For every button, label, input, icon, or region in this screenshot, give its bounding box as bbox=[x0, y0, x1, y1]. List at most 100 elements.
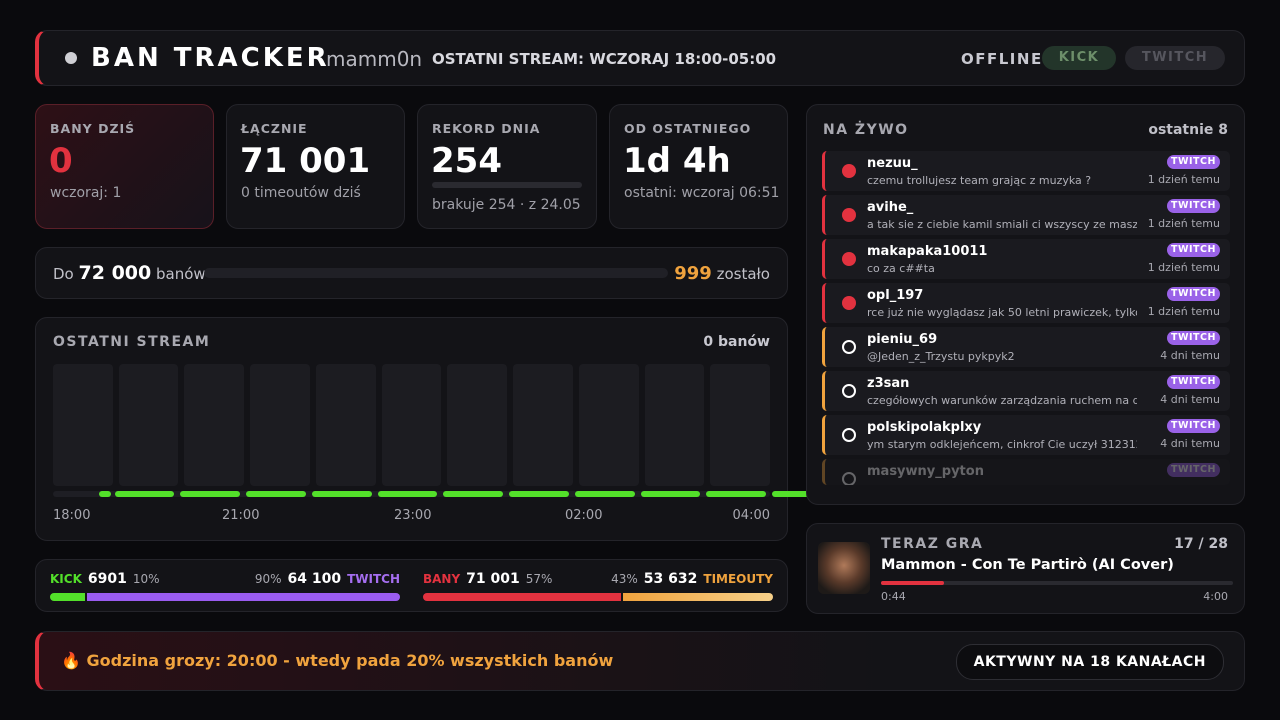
source-badge: TWITCH bbox=[1167, 331, 1220, 345]
goal-text: Do 72 000 banów bbox=[53, 262, 206, 284]
last-stream: OSTATNI STREAM: WCZORAJ 18:00-05:00 bbox=[432, 50, 777, 68]
stream-segment bbox=[180, 491, 241, 497]
remaining-value: 999 bbox=[674, 263, 712, 284]
record-progress bbox=[432, 182, 582, 188]
source-badge: TWITCH bbox=[1167, 199, 1220, 213]
stat-label: REKORD DNIA bbox=[432, 121, 541, 136]
time: 1 dzień temu bbox=[1147, 217, 1220, 230]
timeout-icon bbox=[842, 340, 856, 354]
stat-card: BANY DZIŚ 0 wczoraj: 1 bbox=[35, 104, 214, 229]
message: a tak sie z ciebie kamil smiali ci wszys… bbox=[867, 218, 1137, 231]
time: 4 dni temu bbox=[1160, 349, 1220, 362]
timeout-icon bbox=[842, 428, 856, 442]
kick-share: 10% bbox=[132, 572, 160, 586]
channels-badge[interactable]: AKTYWNY NA 18 KANAŁACH bbox=[955, 644, 1224, 680]
twitch-share: 90% bbox=[254, 572, 282, 586]
footer: 🔥 Godzina grozy: 20:00 - wtedy pada 20% … bbox=[35, 631, 1245, 691]
feed-item[interactable]: polskipolakplxy ym starym odklejeńcem, ci… bbox=[822, 415, 1230, 455]
source-badge: TWITCH bbox=[1167, 375, 1220, 389]
stream-column bbox=[447, 364, 508, 486]
time-label: 18:00 bbox=[53, 508, 91, 523]
time-label: 23:00 bbox=[394, 508, 432, 523]
header: BAN TRACKER mamm0n OSTATNI STREAM: WCZOR… bbox=[35, 30, 1245, 86]
timeout-icon bbox=[842, 472, 856, 485]
timeout-name: TIMEOUTY bbox=[703, 572, 773, 586]
message: ym starym odklejeńcem, cinkrof Cie uczył… bbox=[867, 438, 1137, 451]
stat-note: 0 timeoutów dziś bbox=[241, 185, 361, 201]
feed-item[interactable]: avihe_a tak sie z ciebie kamil smiali ci… bbox=[822, 195, 1230, 235]
feed-item[interactable]: makapaka10011 co za c##ta TWITCH 1 dzień te… bbox=[822, 239, 1230, 279]
stream-segment bbox=[640, 491, 701, 497]
ban-name: BANY bbox=[423, 572, 461, 586]
stat-note: brakuje 254 · z 24.05 bbox=[432, 197, 581, 213]
time-label: 02:00 bbox=[565, 508, 603, 523]
feed-count: ostatnie 8 bbox=[1148, 122, 1228, 138]
stat-value: 1d 4h bbox=[623, 141, 731, 181]
stream-column bbox=[184, 364, 245, 486]
stream-column bbox=[710, 364, 770, 486]
stat-note: ostatni: wczoraj 06:51 bbox=[624, 185, 780, 201]
user: makapaka10011 bbox=[867, 244, 988, 259]
stream-column bbox=[578, 364, 639, 486]
stream-segment bbox=[246, 491, 306, 497]
ban-icon bbox=[842, 252, 856, 266]
stream-segment bbox=[772, 491, 822, 497]
message: co za c##ta bbox=[867, 262, 935, 275]
stream-segment bbox=[311, 491, 372, 497]
kick-button[interactable]: KICK bbox=[1042, 46, 1116, 70]
elapsed: 0:44 bbox=[881, 590, 906, 603]
timeout-share: 43% bbox=[611, 572, 638, 586]
stream-column bbox=[118, 364, 179, 486]
twitch-button[interactable]: TWITCH bbox=[1125, 46, 1225, 70]
feed-item[interactable]: opl_197 rce już nie wyglądasz jak 50 letn… bbox=[822, 283, 1230, 323]
stat-label: ŁĄCZNIE bbox=[241, 121, 308, 136]
stream-segment bbox=[114, 491, 175, 497]
time: 4 dni temu bbox=[1160, 393, 1220, 406]
feed-item[interactable]: pieniu_69 @Jeden_z_Trzystu pykpyk2 TWITCH 4… bbox=[822, 327, 1230, 367]
feed-item[interactable]: nezuu_ czemu trollujesz team grając z muz… bbox=[822, 151, 1230, 191]
ban-icon bbox=[842, 164, 856, 178]
source-badge: TWITCH bbox=[1167, 243, 1220, 257]
type-split-bar bbox=[423, 593, 773, 601]
source-badge: TWITCH bbox=[1167, 155, 1220, 169]
twitch-count: 64 100 bbox=[287, 571, 342, 587]
remaining-label: zostało bbox=[716, 265, 770, 283]
time: 1 dzień temu bbox=[1147, 173, 1220, 186]
stat-label: OD OSTATNIEGO bbox=[624, 121, 752, 136]
stream-column bbox=[53, 364, 113, 486]
stream-segment bbox=[509, 491, 569, 497]
user: pieniu_69 bbox=[867, 332, 938, 347]
time: 1 dzień temu bbox=[1147, 261, 1220, 274]
feed-title: NA ŻYWO bbox=[823, 122, 909, 138]
source-badge: TWITCH bbox=[1167, 287, 1220, 301]
stream-column bbox=[381, 364, 442, 486]
stat-value: 254 bbox=[431, 141, 502, 181]
platform-split-head: KICK 6901 10% 90% 64 100 TWITCH bbox=[50, 571, 400, 587]
feed-item[interactable]: masywny_pyton TWITCH bbox=[822, 459, 1230, 485]
stream-segment bbox=[443, 491, 504, 497]
goal-panel: Do 72 000 banów 999 zostało bbox=[35, 247, 788, 299]
user: z3san bbox=[867, 376, 910, 391]
stream-column bbox=[315, 364, 376, 486]
stream-segment bbox=[706, 491, 766, 497]
stat-label: BANY DZIŚ bbox=[50, 121, 136, 136]
duration: 4:00 bbox=[1203, 590, 1228, 603]
stream-column bbox=[250, 364, 310, 486]
twitch-bar bbox=[86, 593, 400, 601]
cover-art bbox=[818, 542, 870, 594]
user: avihe_ bbox=[867, 200, 914, 215]
type-split-head: BANY 71 001 57% 43% 53 632 TIMEOUTY bbox=[423, 571, 773, 587]
time-label: 21:00 bbox=[222, 508, 260, 523]
feed-item[interactable]: z3san czegółowych warunków zarządzania ru… bbox=[822, 371, 1230, 411]
track-progress-fill bbox=[881, 581, 945, 585]
ban-icon bbox=[842, 296, 856, 310]
track-name: Mammon - Con Te Partirò (AI Cover) bbox=[881, 557, 1174, 573]
stream-segment bbox=[377, 491, 438, 497]
now-playing-title: TERAZ GRA bbox=[881, 536, 984, 552]
source-badge: TWITCH bbox=[1167, 419, 1220, 433]
status: OFFLINE bbox=[961, 50, 1043, 68]
stat-card: OD OSTATNIEGO 1d 4h ostatni: wczoraj 06:… bbox=[609, 104, 788, 229]
twitch-name: TWITCH bbox=[347, 572, 400, 586]
